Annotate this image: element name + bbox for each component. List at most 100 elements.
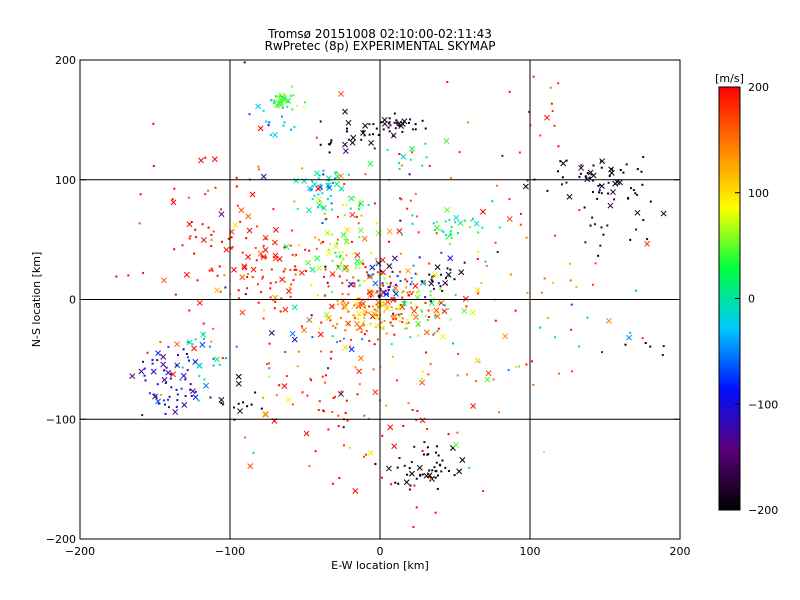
data-point: [432, 297, 435, 300]
data-point: [613, 198, 616, 201]
data-point: [335, 255, 338, 258]
data-point-cross: [262, 411, 269, 418]
data-point: [318, 327, 320, 330]
data-point: [410, 151, 413, 154]
data-point-cross: [416, 464, 423, 471]
data-point-cross: [428, 280, 435, 287]
data-point-cross: [160, 277, 167, 284]
data-point: [444, 220, 447, 223]
data-point: [358, 205, 361, 208]
data-point: [399, 270, 401, 273]
data-point: [400, 304, 402, 307]
data-point: [202, 337, 205, 340]
data-point: [242, 401, 245, 404]
data-point: [387, 126, 390, 129]
data-point-cross: [276, 256, 283, 263]
data-point: [343, 302, 345, 305]
data-point: [421, 377, 424, 380]
data-point: [519, 223, 522, 226]
data-point: [470, 219, 473, 222]
data-point: [336, 171, 338, 174]
data-point: [610, 167, 613, 170]
data-point: [456, 232, 459, 234]
data-point: [433, 332, 436, 335]
data-point-cross: [268, 329, 275, 336]
data-point-cross: [262, 411, 268, 418]
data-point: [373, 147, 376, 150]
data-point: [408, 488, 411, 491]
data-point: [319, 183, 322, 186]
data-point: [399, 219, 402, 222]
data-point: [432, 333, 435, 336]
data-point: [334, 177, 337, 180]
data-point: [549, 86, 552, 89]
data-point: [326, 197, 329, 200]
data-point: [546, 189, 549, 192]
data-point: [320, 242, 323, 245]
data-point: [421, 280, 423, 283]
colorbar-tick-label: −200: [748, 504, 778, 517]
data-point-cross: [260, 253, 267, 260]
data-point: [602, 233, 605, 236]
data-point: [184, 378, 187, 381]
data-point: [356, 317, 359, 320]
data-point-cross: [313, 170, 320, 177]
data-point: [311, 179, 314, 182]
data-point: [411, 222, 414, 225]
data-point: [115, 275, 118, 278]
data-point: [223, 274, 226, 277]
data-point: [246, 405, 249, 408]
data-point: [402, 425, 405, 427]
data-point-cross: [278, 100, 284, 107]
data-point: [362, 325, 365, 328]
data-point: [622, 171, 625, 174]
data-point: [591, 179, 594, 182]
data-point: [429, 300, 432, 303]
data-point: [410, 461, 413, 463]
data-point: [338, 477, 341, 479]
data-point-cross: [329, 271, 336, 277]
data-point: [362, 130, 365, 133]
data-point: [435, 221, 438, 224]
data-point: [165, 366, 168, 369]
data-point: [433, 229, 436, 231]
data-point-cross: [249, 191, 256, 198]
data-point: [619, 169, 622, 171]
data-point-cross: [456, 468, 463, 475]
data-point: [400, 313, 403, 315]
data-point: [406, 280, 409, 283]
data-point: [414, 192, 417, 195]
data-point: [415, 317, 418, 319]
colorbar-label: [m/s]: [715, 72, 744, 85]
data-point: [179, 378, 182, 381]
data-point-cross: [428, 475, 435, 482]
data-point: [370, 275, 373, 278]
data-point: [388, 121, 391, 124]
data-point: [417, 231, 420, 234]
data-point: [330, 139, 333, 142]
data-point-cross: [198, 157, 205, 164]
data-point: [400, 198, 403, 201]
data-point: [281, 106, 284, 109]
data-point: [400, 164, 403, 167]
data-point: [380, 294, 383, 297]
data-point: [508, 90, 511, 93]
data-point: [578, 209, 581, 211]
data-point: [327, 285, 330, 288]
data-point-cross: [386, 228, 393, 235]
data-point: [396, 379, 398, 382]
data-point: [415, 419, 418, 422]
data-point: [292, 279, 295, 282]
data-point: [636, 168, 639, 171]
data-point: [159, 341, 162, 343]
data-point: [494, 319, 497, 322]
data-point: [539, 134, 542, 137]
data-point: [372, 305, 374, 308]
data-point: [444, 233, 447, 236]
data-point: [439, 273, 442, 276]
data-point: [406, 207, 409, 210]
data-point: [361, 338, 364, 341]
data-point: [282, 124, 285, 127]
data-point: [349, 345, 352, 348]
data-point-cross: [138, 368, 145, 375]
